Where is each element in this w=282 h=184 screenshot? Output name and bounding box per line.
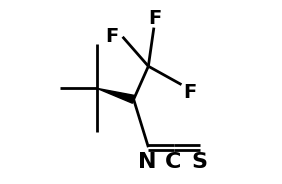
Text: F: F: [148, 9, 161, 28]
Polygon shape: [97, 88, 135, 103]
Text: S: S: [191, 152, 207, 172]
Text: F: F: [183, 82, 196, 102]
Text: N: N: [138, 152, 157, 172]
Text: C: C: [165, 152, 181, 172]
Text: F: F: [105, 27, 118, 46]
